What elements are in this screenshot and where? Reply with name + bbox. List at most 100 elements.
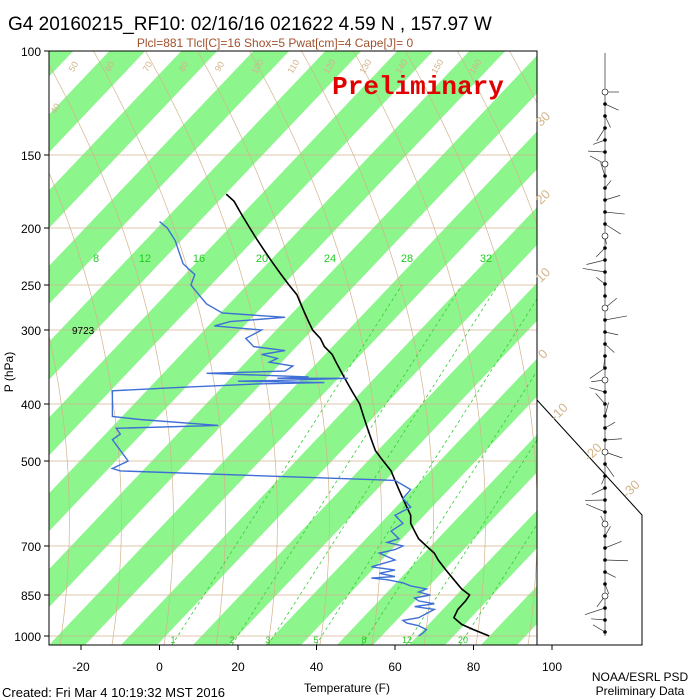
wind-barb: [592, 624, 606, 633]
temperature-band: [265, 358, 537, 645]
wind-barb-point: [603, 606, 607, 610]
wind-barb: [586, 259, 606, 265]
wind-barb: [604, 526, 611, 537]
wind-barb: [589, 367, 606, 379]
isotherm-label: -30: [619, 477, 643, 501]
mixing-ratio-bottom-label: 8: [361, 635, 366, 645]
y-tick-label: 500: [21, 455, 41, 469]
dry-adiabat-line: [613, 51, 700, 645]
mixing-ratio-label: 24: [324, 253, 336, 265]
wind-barb: [604, 540, 622, 549]
wind-barb-point: [603, 462, 607, 466]
wind-barb-point: [603, 282, 607, 286]
wind-barb: [604, 223, 621, 235]
wind-barb-point: [603, 102, 607, 106]
wind-barb-point: [603, 366, 607, 370]
dry-adiabat-line: [93, 51, 226, 645]
wind-barb-point: [603, 414, 607, 418]
created-timestamp: Created: Fri Mar 4 10:19:32 MST 2016: [2, 685, 225, 700]
wind-barb: [595, 247, 606, 257]
dry-adiabat-line: [49, 63, 174, 645]
x-tick-label: 20: [231, 660, 245, 674]
wind-barb-point: [603, 582, 607, 586]
temperature-band: [49, 131, 537, 645]
mixing-ratio-label: 12: [139, 253, 151, 265]
wind-barb-point: [603, 390, 607, 394]
wind-barb-point: [603, 126, 607, 130]
wind-barb-point: [601, 592, 609, 600]
y-tick-label: 850: [21, 589, 41, 603]
wind-barb-point: [603, 354, 607, 358]
wind-barb-point: [603, 222, 607, 226]
wind-barb: [604, 115, 611, 128]
axes: -20 0 20 40 60 80 1001001502002503004005007008…: [14, 45, 562, 674]
mixing-ratio-line: [171, 284, 403, 645]
wind-barb-point: [603, 474, 607, 478]
mixing-ratio-bottom-label: 2: [229, 635, 234, 645]
wind-barb-point: [601, 520, 609, 528]
wind-barb-point: [601, 232, 609, 240]
mixing-ratio-lines: [171, 284, 537, 645]
temperature-band: [409, 510, 537, 645]
temperature-band: [49, 51, 74, 77]
chart-labels: 8 12 16 20 24 28 321 2 3 5 8 12 20-30-20-10010203040…: [49, 57, 643, 645]
theta-label: 80: [177, 60, 191, 74]
temperature-band: [49, 51, 506, 532]
temperature-band: [49, 51, 290, 304]
wind-barb: [584, 607, 606, 616]
wind-barb: [604, 331, 619, 336]
y-tick-label: 150: [21, 149, 41, 163]
dry-adiabat-line: [665, 51, 700, 645]
dry-adiabat-line: [49, 171, 122, 645]
x-tick-label: 0: [156, 660, 163, 674]
wind-barb-point: [601, 448, 609, 456]
chart-subtitle: Plcl=881 Tlcl[C]=16 Shox=5 Pwat[cm]=4 Ca…: [137, 36, 414, 50]
wind-barb-point: [601, 88, 609, 96]
wind-barb: [591, 487, 606, 495]
theta-label: 60: [103, 60, 117, 74]
temperature-band: [625, 51, 700, 645]
wind-barb-point: [603, 174, 607, 178]
theta-label: 40: [49, 102, 63, 116]
wind-barb: [604, 463, 615, 477]
mixing-ratio-bottom-label: 20: [458, 635, 468, 645]
mixing-ratio-bottom-label: 3: [265, 635, 270, 645]
wind-barb: [596, 277, 606, 285]
isotherm-label: -10: [547, 400, 571, 424]
wind-barb-point: [603, 114, 607, 118]
mixing-ratio-label: 16: [193, 253, 205, 265]
credit-line-1: NOAA/ESRL PSD: [592, 670, 689, 684]
y-tick-label: 700: [21, 540, 41, 554]
wind-barb-point: [603, 570, 607, 574]
temperature-band: [49, 51, 362, 380]
theta-label: 90: [213, 60, 227, 74]
wind-barb: [604, 343, 615, 353]
temperature-line: [225, 193, 490, 637]
temperature-band: [553, 51, 700, 645]
wind-barb: [604, 402, 609, 417]
wind-barb-point: [603, 546, 607, 550]
wind-barb: [593, 139, 606, 145]
wind-barb-point: [603, 510, 607, 514]
x-tick-label: 60: [388, 660, 402, 674]
wind-barb-point: [603, 318, 607, 322]
theta-label: 70: [141, 60, 155, 74]
wind-barb-point: [603, 402, 607, 406]
wind-barb-point: [601, 304, 609, 312]
wind-barb-point: [603, 150, 607, 154]
mixing-ratio-bottom-label: 12: [402, 635, 412, 645]
mixing-ratio-bottom-label: 1: [170, 635, 175, 645]
dry-adiabat-line: [561, 51, 693, 645]
mixing-ratio-label: 8: [93, 253, 99, 265]
y-tick-label: 400: [21, 398, 41, 412]
dry-adiabat-line: [0, 51, 17, 645]
wind-barb: [596, 127, 606, 142]
wind-barb-point: [603, 294, 607, 298]
wind-barb-point: [603, 186, 607, 190]
wind-barb: [582, 268, 606, 273]
wind-barb-point: [603, 342, 607, 346]
dry-adiabat-line: [457, 51, 537, 226]
mixing-ratio-label: 20: [256, 253, 268, 265]
wind-barb-point: [603, 486, 607, 490]
wind-barb-point: [603, 534, 607, 538]
